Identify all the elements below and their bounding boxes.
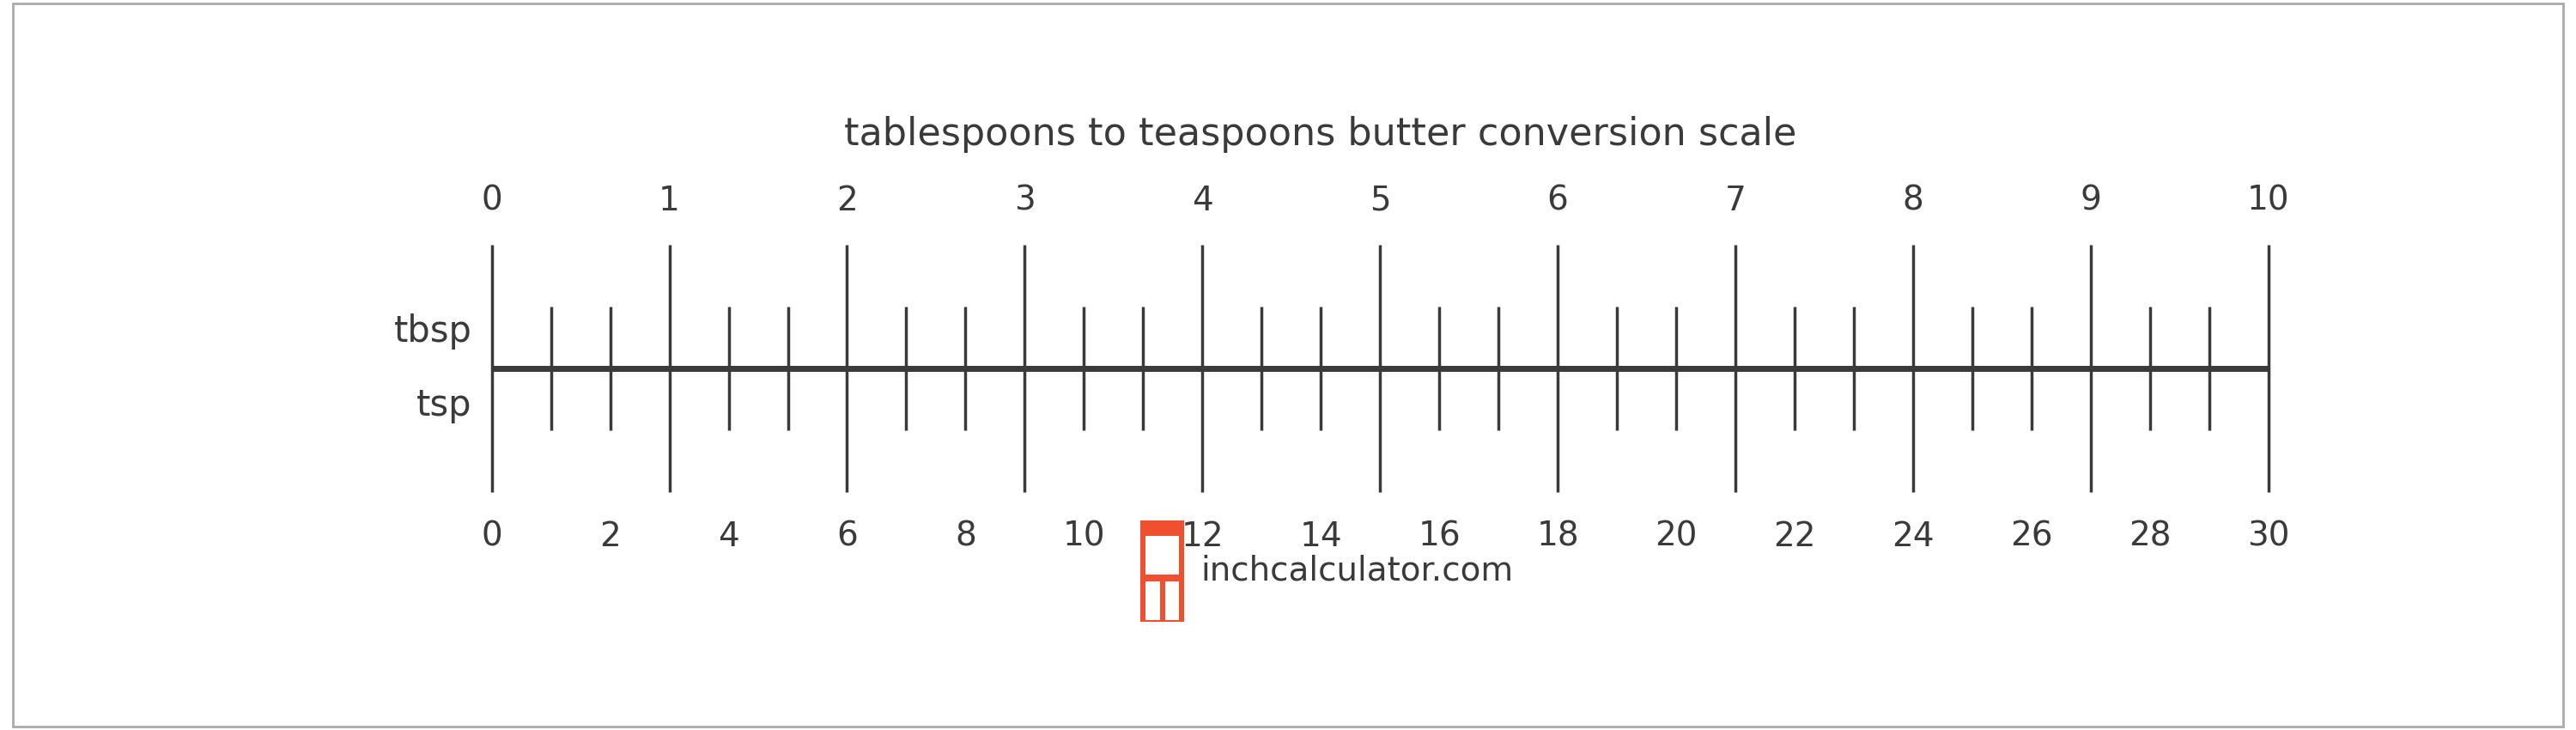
Text: inchcalculator.com: inchcalculator.com: [1200, 555, 1512, 588]
Text: 6: 6: [1548, 184, 1569, 217]
Text: 6: 6: [837, 520, 858, 553]
Text: 8: 8: [1904, 184, 1924, 217]
Text: 14: 14: [1298, 520, 1342, 553]
Text: 10: 10: [1064, 520, 1105, 553]
Text: 5: 5: [1370, 184, 1391, 217]
Bar: [1146, 536, 1180, 575]
Text: 4: 4: [719, 520, 739, 553]
Bar: [1146, 582, 1159, 620]
Text: 2: 2: [600, 520, 621, 553]
Text: 26: 26: [2009, 520, 2053, 553]
Text: 16: 16: [1417, 520, 1461, 553]
Text: 4: 4: [1193, 184, 1213, 217]
Text: 30: 30: [2246, 520, 2290, 553]
Text: 12: 12: [1182, 520, 1224, 553]
Text: 0: 0: [482, 184, 502, 217]
Text: 22: 22: [1772, 520, 1816, 553]
Text: 10: 10: [2246, 184, 2290, 217]
Bar: [1164, 582, 1180, 620]
Text: tbsp: tbsp: [394, 313, 471, 350]
Text: 2: 2: [837, 184, 858, 217]
Text: 1: 1: [659, 184, 680, 217]
Text: tablespoons to teaspoons butter conversion scale: tablespoons to teaspoons butter conversi…: [845, 116, 1795, 153]
Text: 0: 0: [482, 520, 502, 553]
Text: 20: 20: [1654, 520, 1698, 553]
Text: tsp: tsp: [417, 388, 471, 424]
Text: 3: 3: [1015, 184, 1036, 217]
Text: 18: 18: [1535, 520, 1579, 553]
Bar: [1141, 520, 1185, 622]
Text: 7: 7: [1726, 184, 1747, 217]
Text: 8: 8: [956, 520, 976, 553]
Text: 28: 28: [2128, 520, 2172, 553]
Text: 24: 24: [1891, 520, 1935, 553]
Text: 9: 9: [2081, 184, 2102, 217]
